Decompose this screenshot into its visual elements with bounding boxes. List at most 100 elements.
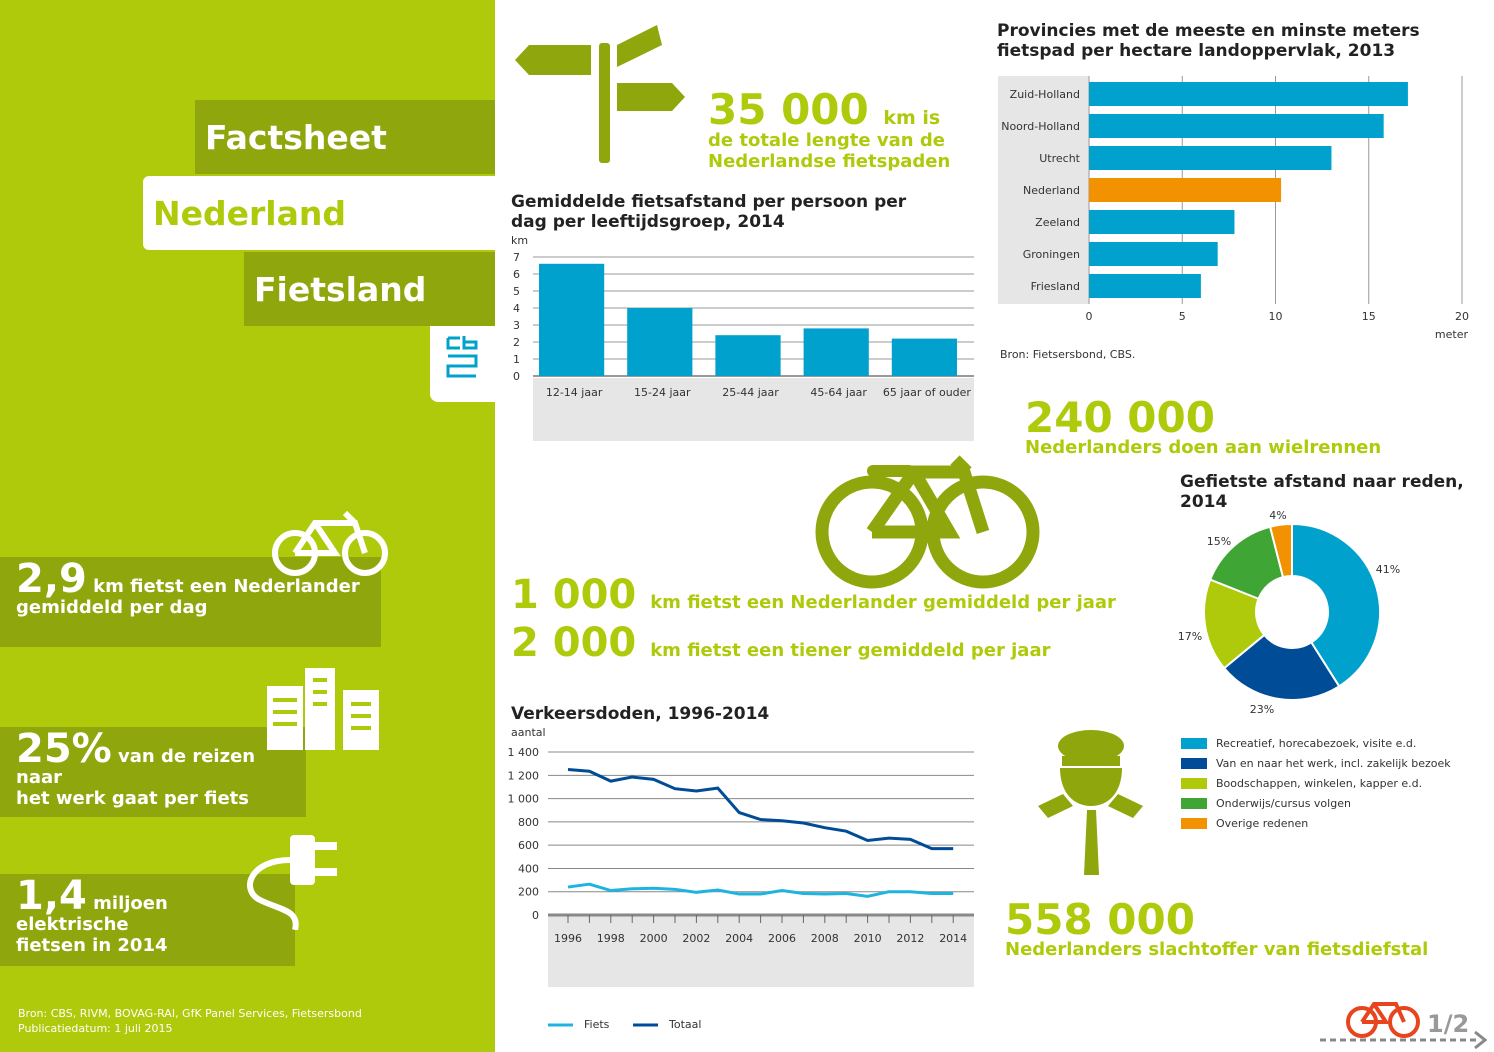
age-chart: 0 1 2 3 4 5 6 7 12-14 jaar 15-24 jaar 25-44 jaar 45… <box>513 251 974 399</box>
x-tick-label: 20 <box>1455 310 1469 323</box>
legend-label: Van en naar het werk, incl. zakelijk bez… <box>1216 756 1451 770</box>
x-tick-label: 1996 <box>554 932 582 945</box>
y-tick-label: 3 <box>513 319 520 332</box>
pie-legend: Recreatief, horecabezoek, visite e.d. Van… <box>1181 733 1451 833</box>
bar <box>627 308 693 376</box>
age-chart-title: Gemiddelde fietsafstand per persoon per … <box>511 192 907 232</box>
stat-value: 1,4 <box>16 873 87 919</box>
x-tick-label: 1998 <box>597 932 625 945</box>
buildings-icon <box>267 668 379 750</box>
x-tick-label: 10 <box>1269 310 1283 323</box>
y-tick-label: 1 200 <box>508 769 540 782</box>
stat-text: km fietst een Nederlander <box>93 576 360 597</box>
fact-text: km fietst een tiener gemiddeld per jaar <box>650 640 1051 661</box>
x-tick-label: 2012 <box>896 932 924 945</box>
stat-value: 2,9 <box>16 556 87 602</box>
age-chart-ylabel: km <box>511 234 529 247</box>
bar <box>539 263 605 376</box>
age-chart-axis-band <box>533 378 974 441</box>
signpost-icon <box>515 25 685 163</box>
legend-item: Recreatief, horecabezoek, visite e.d. <box>1181 733 1451 753</box>
slice-label: 15% <box>1207 535 1231 548</box>
x-tick-label: 2004 <box>725 932 753 945</box>
legend-label: Boodschappen, winkelen, kapper e.d. <box>1216 776 1423 790</box>
fact-text: Nederlandse fietspaden <box>708 151 951 172</box>
y-tick-label: 5 <box>513 285 520 298</box>
series-line <box>567 882 954 898</box>
pie-chart: 41% 23% 17% 15% 4% <box>1178 509 1400 716</box>
y-tick-label: Utrecht <box>1039 152 1080 165</box>
legend-item: Onderwijs/cursus volgen <box>1181 793 1451 813</box>
stat-work-trips: 25% van de reizen naar het werk gaat per … <box>0 727 306 817</box>
legend-swatch <box>1181 797 1207 809</box>
x-tick-label: 2010 <box>854 932 882 945</box>
publication-date: Publicatiedatum: 1 juli 2015 <box>18 1022 173 1035</box>
x-tick-label: 15-24 jaar <box>634 386 691 399</box>
legend-swatch <box>1181 817 1207 829</box>
x-tick-label: 2008 <box>811 932 839 945</box>
bicycle-icon <box>272 510 388 576</box>
fact-theft-text: Nederlanders slachtoffer van fietsdiefst… <box>1005 939 1429 960</box>
line-chart-title: Verkeersdoden, 1996-2014 <box>511 704 770 724</box>
province-chart-label-band <box>998 76 1089 304</box>
legend-swatch <box>1181 737 1207 749</box>
page-navigation[interactable] <box>1320 990 1490 1050</box>
banner-factsheet: Factsheet <box>195 100 495 174</box>
y-tick-label: Groningen <box>1023 248 1080 261</box>
y-tick-label: 800 <box>518 816 539 829</box>
left-panel: Factsheet Nederland Fietsland 2,9 km fie… <box>0 0 495 1052</box>
stat-value: 25% <box>16 726 112 772</box>
x-tick-label: 15 <box>1362 310 1376 323</box>
pie-chart-title: Gefietste afstand naar reden, 2014 <box>1180 472 1464 512</box>
y-tick-label: 1 400 <box>508 746 540 759</box>
y-tick-label: 0 <box>532 909 539 922</box>
y-tick-label: 200 <box>518 886 539 899</box>
province-chart: 0 5 10 15 20 meter Zuid-Holland Noord-Holland Ut… <box>1001 76 1469 341</box>
slice-label: 23% <box>1250 703 1274 716</box>
y-tick-label: 4 <box>513 302 520 315</box>
bar <box>803 328 869 376</box>
plug-icon <box>247 835 337 930</box>
stat-text: miljoen elektrische <box>16 893 168 935</box>
fact-text: km fietst een Nederlander gemiddeld per … <box>650 592 1116 613</box>
series-line <box>567 768 954 851</box>
x-tick-label: 65 jaar of ouder <box>883 386 972 399</box>
fact-racing-value: 240 000 <box>1025 393 1215 442</box>
x-tick-label: 0 <box>1086 310 1093 323</box>
stat-text: van de reizen naar <box>16 746 256 788</box>
fact-theft-value: 558 000 <box>1005 895 1195 944</box>
legend-label: Overige redenen <box>1216 816 1309 830</box>
legend-label: Recreatief, horecabezoek, visite e.d. <box>1216 736 1417 750</box>
fact-value: 2 000 <box>511 620 637 666</box>
province-chart-title: Provincies met de meeste en minste meter… <box>997 21 1420 61</box>
line-chart: 0 200 400 600 800 1 000 1 200 1 400 1996 1998 2000… <box>508 746 974 1031</box>
province-source: Bron: Fietsersbond, CBS. <box>1000 348 1136 361</box>
y-tick-label: 6 <box>513 268 520 281</box>
line-chart-ylabel: aantal <box>511 726 546 739</box>
fact-path-length: 35 000 km is <box>708 85 940 134</box>
fact-value: 1 000 <box>511 572 637 618</box>
stat-text: het werk gaat per fiets <box>16 788 249 809</box>
legend-swatch <box>1181 777 1207 789</box>
legend-item: Overige redenen <box>1181 813 1451 833</box>
legend-label: Totaal <box>668 1018 701 1031</box>
stat-text: fietsen in 2014 <box>16 935 168 956</box>
fact-unit: km is <box>883 107 941 129</box>
legend-item: Boodschappen, winkelen, kapper e.d. <box>1181 773 1451 793</box>
x-tick-label: 2014 <box>939 932 967 945</box>
fact-racing-text: Nederlanders doen aan wielrennen <box>1025 437 1382 458</box>
slice-label: 17% <box>1178 630 1202 643</box>
y-tick-label: Zuid-Holland <box>1010 88 1080 101</box>
x-tick-label: 2006 <box>768 932 796 945</box>
y-tick-label: 2 <box>513 336 520 349</box>
cbs-logo <box>430 326 495 402</box>
y-tick-label: Friesland <box>1031 280 1080 293</box>
y-tick-label: 1 <box>513 353 520 366</box>
x-tick-label: 45-64 jaar <box>810 386 867 399</box>
y-tick-label: Zeeland <box>1035 216 1080 229</box>
y-tick-label: 600 <box>518 839 539 852</box>
stat-e-bikes: 1,4 miljoen elektrische fietsen in 2014 <box>0 874 295 966</box>
pie-slice <box>1203 578 1266 670</box>
line-chart-axis-band <box>548 915 974 987</box>
source-text: Bron: CBS, RIVM, BOVAG-RAI, GfK Panel Se… <box>18 1007 362 1020</box>
